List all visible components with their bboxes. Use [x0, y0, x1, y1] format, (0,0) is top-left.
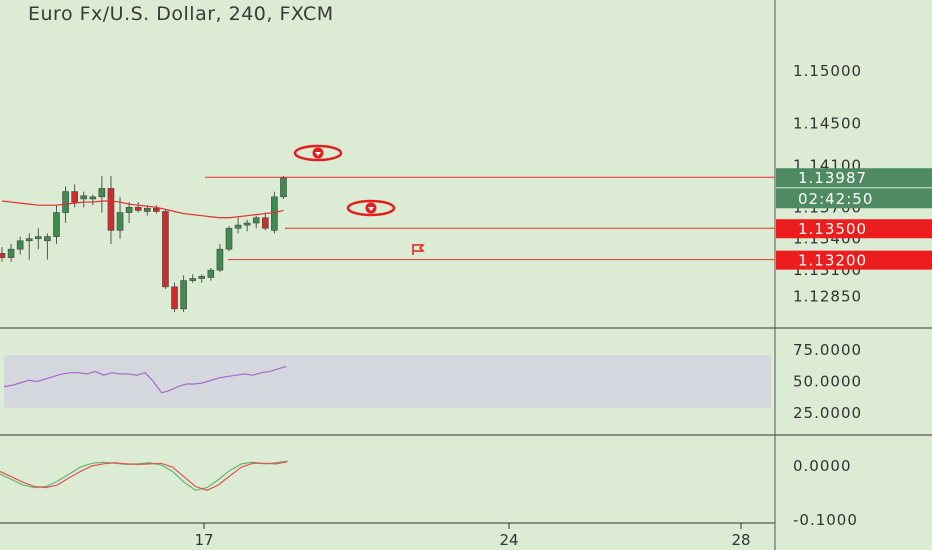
candle	[280, 178, 286, 197]
candle	[53, 213, 59, 237]
rsi-tick-label: 25.0000	[793, 404, 862, 422]
candle	[235, 225, 241, 228]
candle	[99, 188, 105, 196]
stoch-line	[0, 462, 288, 491]
x-tick-label: 24	[499, 531, 518, 549]
price-tick-label: 1.14500	[793, 115, 862, 133]
price-tag-label: 1.13200	[798, 252, 867, 270]
candle	[108, 188, 114, 230]
candle	[199, 276, 205, 278]
stoch-tick-label: -0.1000	[793, 511, 858, 529]
candle	[144, 208, 150, 211]
candle	[135, 207, 141, 210]
candle	[253, 218, 259, 223]
candle	[72, 192, 78, 202]
countdown-label: 02:42:50	[798, 190, 873, 208]
rsi-band	[4, 355, 771, 407]
candle	[244, 223, 250, 225]
candle	[17, 241, 23, 249]
stoch-tick-label: 0.0000	[793, 457, 852, 475]
candle	[8, 249, 14, 257]
candle	[271, 197, 277, 231]
candle	[126, 207, 132, 212]
x-tick-label: 17	[194, 531, 213, 549]
candle	[226, 228, 232, 249]
moving-average-line	[2, 201, 283, 218]
price-tick-label: 1.12850	[793, 287, 862, 305]
candle	[26, 239, 32, 241]
x-tick-label: 28	[731, 531, 750, 549]
candle	[81, 196, 87, 199]
rsi-tick-label: 50.0000	[793, 373, 862, 391]
candle	[153, 208, 159, 211]
candle	[190, 278, 196, 280]
candle	[262, 218, 268, 228]
candle	[0, 253, 5, 257]
candle	[208, 270, 214, 277]
price-tick-label: 1.15000	[793, 62, 862, 80]
candle	[162, 211, 168, 286]
price-tag-label: 1.13500	[798, 220, 867, 238]
candle	[35, 237, 41, 239]
price-tag-label: 1.13987	[798, 169, 867, 187]
candle	[63, 192, 69, 213]
flag-icon	[413, 244, 423, 255]
candle	[90, 197, 96, 199]
candle	[117, 213, 123, 231]
rsi-tick-label: 75.0000	[793, 341, 862, 359]
candle	[44, 237, 50, 241]
candle	[217, 249, 223, 270]
candle	[172, 287, 178, 309]
candle	[181, 281, 187, 309]
